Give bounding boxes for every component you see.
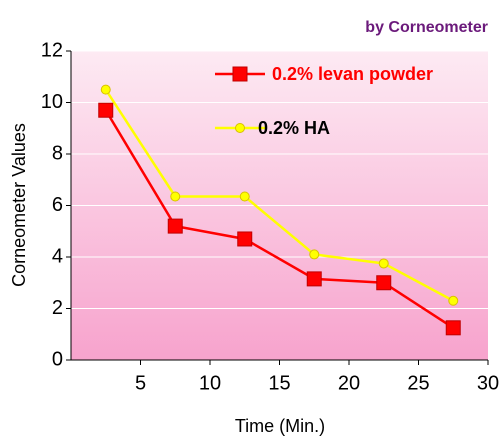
y-tick-label: 10 (41, 91, 63, 113)
y-tick-label: 0 (52, 348, 63, 370)
y-tick-label: 8 (52, 142, 63, 164)
legend-label: 0.2% levan powder (272, 64, 433, 84)
series-line (104, 109, 454, 329)
y-tick-label: 6 (52, 194, 63, 216)
x-tick-label: 20 (338, 372, 360, 394)
data-point (376, 275, 392, 291)
data-point (309, 249, 320, 260)
data-point (237, 231, 253, 247)
y-tick-label: 2 (52, 297, 63, 319)
data-point (448, 295, 459, 306)
x-tick-label: 30 (477, 372, 499, 394)
data-point (445, 320, 461, 336)
data-point (98, 102, 114, 118)
legend-marker (235, 123, 245, 133)
x-tick-label: 25 (407, 372, 429, 394)
data-point (167, 218, 183, 234)
x-tick-label: 5 (135, 372, 146, 394)
data-point (100, 84, 111, 95)
series-line (104, 88, 454, 302)
legend-marker (232, 66, 248, 82)
chart-subtitle: by Corneometer (365, 19, 488, 36)
data-point (378, 258, 389, 269)
x-axis-label: Time (Min.) (235, 416, 325, 436)
y-axis-label: Corneometer Values (9, 123, 29, 287)
y-tick-label: 12 (41, 39, 63, 61)
data-point (306, 271, 322, 287)
x-tick-label: 15 (268, 372, 290, 394)
data-point (239, 191, 250, 202)
x-tick-label: 10 (199, 372, 221, 394)
data-point (170, 191, 181, 202)
legend-label: 0.2% HA (258, 118, 330, 138)
y-tick-label: 4 (52, 245, 63, 267)
